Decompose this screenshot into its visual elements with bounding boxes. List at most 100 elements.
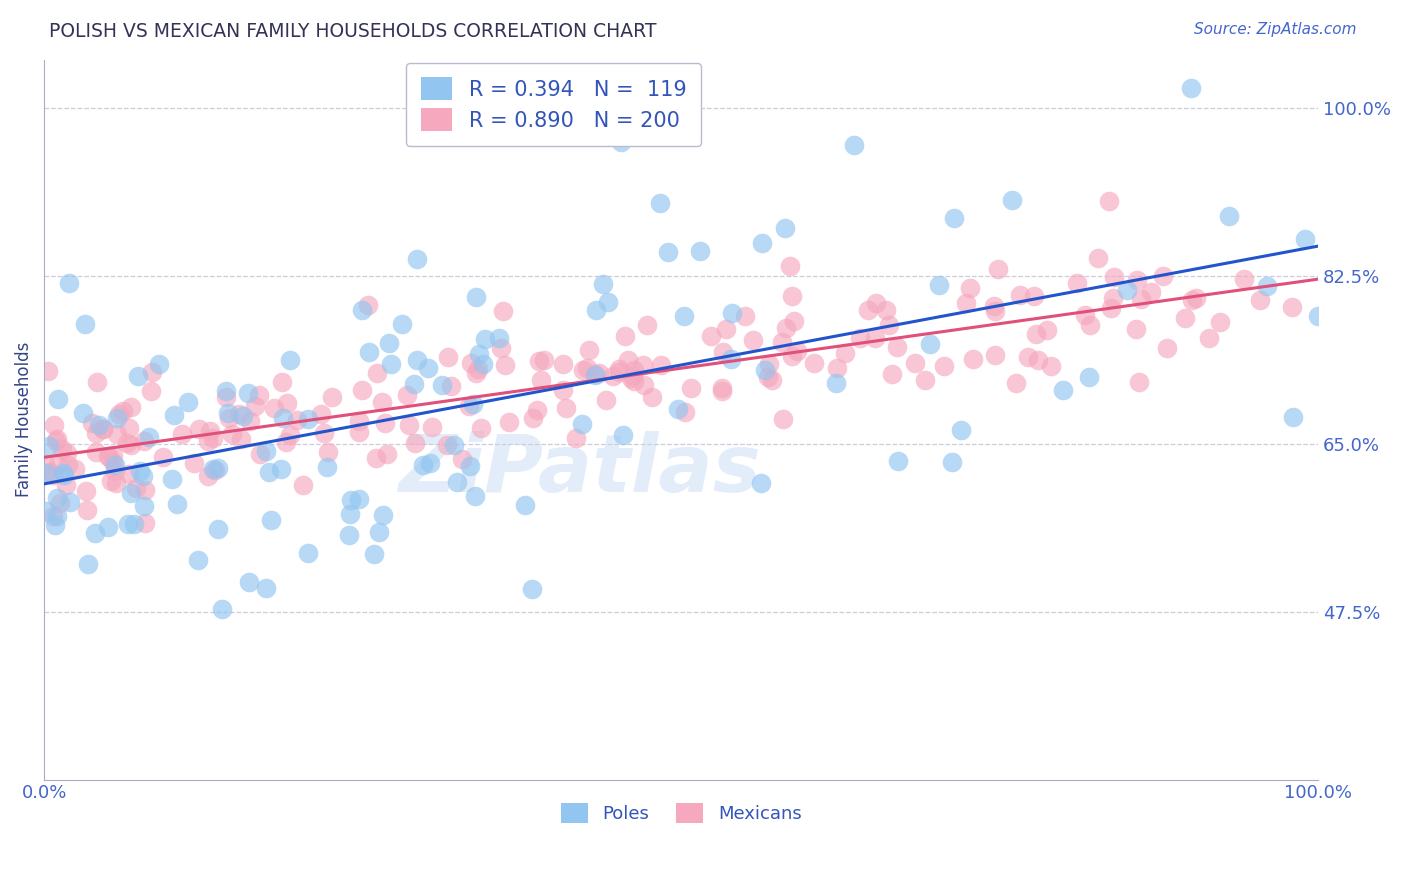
Point xyxy=(530,373,553,387)
Point xyxy=(406,353,429,368)
Point xyxy=(363,547,385,561)
Point xyxy=(1025,327,1047,342)
Point xyxy=(1128,375,1150,389)
Point xyxy=(207,461,229,475)
Point xyxy=(595,393,617,408)
Point xyxy=(217,406,239,420)
Point xyxy=(1281,410,1303,425)
Point xyxy=(352,302,374,317)
Point xyxy=(163,408,186,422)
Point xyxy=(780,289,803,303)
Point xyxy=(1139,285,1161,300)
Point xyxy=(412,458,434,472)
Point xyxy=(1233,272,1256,286)
Point xyxy=(1026,352,1049,367)
Point xyxy=(636,318,658,332)
Point xyxy=(271,411,294,425)
Point xyxy=(440,379,463,393)
Point xyxy=(117,467,139,481)
Point xyxy=(44,518,66,533)
Point xyxy=(84,445,107,459)
Point xyxy=(1087,251,1109,265)
Point xyxy=(55,446,77,460)
Point xyxy=(756,370,779,384)
Point xyxy=(254,582,277,596)
Point xyxy=(609,365,631,379)
Point xyxy=(565,431,588,445)
Point xyxy=(607,362,630,376)
Point xyxy=(38,439,60,453)
Point xyxy=(882,368,904,382)
Point xyxy=(188,422,211,436)
Point xyxy=(229,432,252,446)
Point xyxy=(316,444,339,458)
Point xyxy=(772,412,794,426)
Point xyxy=(141,365,163,379)
Point xyxy=(260,512,283,526)
Point xyxy=(443,437,465,451)
Point xyxy=(609,135,631,149)
Point xyxy=(132,469,155,483)
Point xyxy=(297,412,319,426)
Point xyxy=(488,330,510,344)
Point xyxy=(631,359,654,373)
Point xyxy=(1294,232,1316,246)
Point xyxy=(950,423,973,437)
Point xyxy=(464,489,486,503)
Point xyxy=(464,366,486,380)
Point xyxy=(201,431,224,445)
Point xyxy=(120,438,142,452)
Point xyxy=(1022,289,1045,303)
Point xyxy=(779,259,801,273)
Point xyxy=(984,348,1007,362)
Point xyxy=(398,418,420,433)
Point xyxy=(943,211,966,225)
Point xyxy=(430,378,453,392)
Point xyxy=(375,447,398,461)
Point xyxy=(46,457,69,471)
Point xyxy=(378,335,401,350)
Point xyxy=(340,492,363,507)
Point xyxy=(285,412,308,426)
Point xyxy=(932,359,955,373)
Point xyxy=(865,296,887,310)
Point xyxy=(1010,288,1032,302)
Point xyxy=(941,455,963,469)
Point xyxy=(406,252,429,267)
Point xyxy=(238,574,260,589)
Point xyxy=(204,463,226,477)
Point xyxy=(232,409,254,424)
Point xyxy=(576,360,599,375)
Point xyxy=(118,421,141,435)
Point xyxy=(962,352,984,367)
Point xyxy=(104,464,127,478)
Point xyxy=(526,403,548,417)
Point xyxy=(315,460,337,475)
Point xyxy=(207,523,229,537)
Point xyxy=(716,322,738,336)
Point xyxy=(58,276,80,290)
Point xyxy=(86,425,108,440)
Point xyxy=(673,309,696,323)
Point xyxy=(56,458,79,472)
Point xyxy=(236,385,259,400)
Point xyxy=(1308,309,1330,323)
Point xyxy=(263,401,285,415)
Point xyxy=(920,337,942,351)
Point xyxy=(97,520,120,534)
Point xyxy=(471,357,494,371)
Point xyxy=(467,362,489,376)
Point xyxy=(886,340,908,354)
Point xyxy=(395,387,418,401)
Point xyxy=(243,399,266,413)
Point xyxy=(721,306,744,320)
Point xyxy=(86,375,108,389)
Point xyxy=(1249,293,1271,307)
Point xyxy=(77,558,100,572)
Point xyxy=(468,346,491,360)
Point xyxy=(458,399,481,413)
Point xyxy=(76,503,98,517)
Point xyxy=(45,491,67,505)
Point xyxy=(45,434,67,449)
Point xyxy=(215,390,238,404)
